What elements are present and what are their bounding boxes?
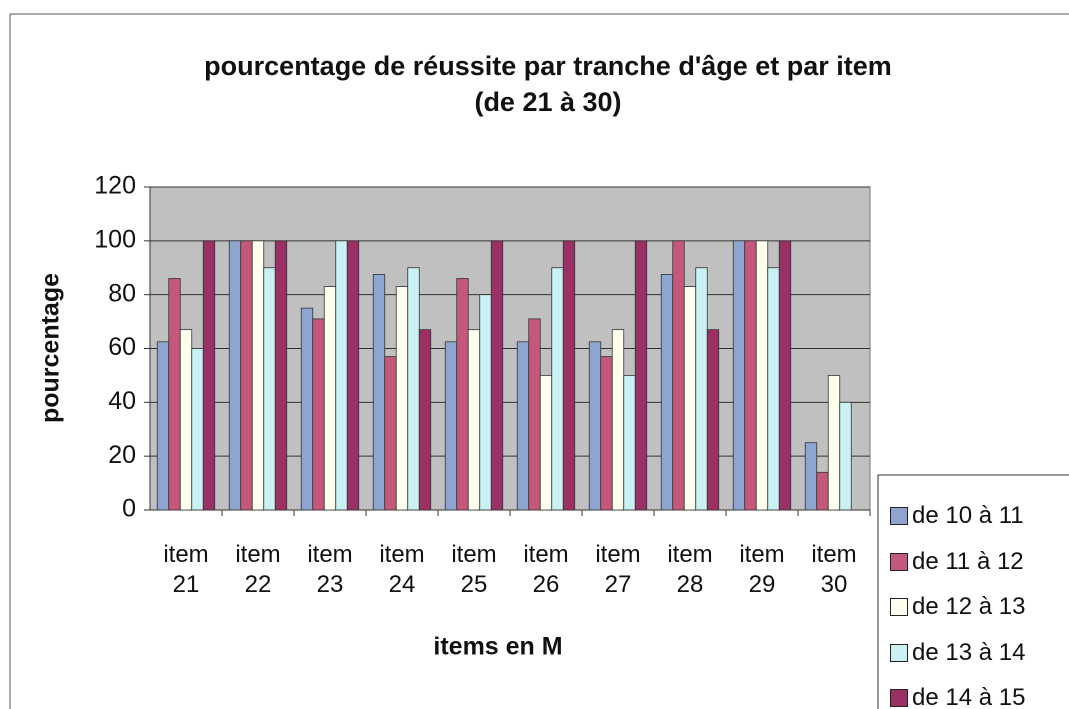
x-tick-label: item 21 <box>163 541 209 598</box>
bar <box>816 471 829 511</box>
legend-label: de 11 à 12 <box>912 547 1024 575</box>
x-tick-label: item 27 <box>595 541 641 598</box>
x-tick-label: item 30 <box>811 541 857 598</box>
bar <box>600 356 613 511</box>
bar <box>528 318 541 511</box>
bar <box>179 329 193 511</box>
bar <box>827 375 841 511</box>
bar <box>407 267 420 511</box>
bar <box>672 240 685 511</box>
bar <box>516 341 530 511</box>
bar <box>274 240 288 511</box>
y-tick-label: 60 <box>108 333 136 361</box>
y-tick-label: 80 <box>108 279 136 307</box>
legend-box <box>877 474 1069 709</box>
bar <box>755 240 769 511</box>
y-axis-label: pourcentage <box>37 273 65 423</box>
bar <box>202 240 216 511</box>
chart-subtitle: (de 21 à 30) <box>474 87 621 117</box>
legend-entry: de 10 à 11 <box>890 502 1024 530</box>
y-tick-label: 0 <box>122 495 136 523</box>
bar <box>539 375 553 511</box>
bar <box>335 240 348 511</box>
x-tick-label: item 22 <box>235 541 281 598</box>
y-tick-label: 120 <box>94 172 136 200</box>
legend-swatch <box>890 598 908 616</box>
bar <box>384 356 397 511</box>
x-tick-label: item 24 <box>379 541 425 598</box>
bar <box>228 240 242 511</box>
bar <box>467 329 481 511</box>
bar <box>660 274 674 511</box>
x-tick-label: item 26 <box>523 541 569 598</box>
bar <box>490 240 504 511</box>
legend-entry: de 14 à 15 <box>890 684 1025 709</box>
legend-label: de 12 à 13 <box>912 593 1026 620</box>
legend-entry: de 12 à 13 <box>890 593 1025 621</box>
bar <box>732 240 746 511</box>
bar <box>562 240 576 511</box>
bar <box>767 267 780 511</box>
bar <box>839 401 852 511</box>
bar <box>551 267 564 511</box>
bar <box>778 240 792 511</box>
bar <box>744 240 757 511</box>
bar <box>323 286 337 511</box>
bar <box>444 341 458 511</box>
bar <box>312 318 325 511</box>
bar <box>634 240 648 511</box>
x-tick-label: item 28 <box>667 541 713 598</box>
y-tick-label: 40 <box>108 387 136 415</box>
legend-swatch <box>890 507 908 525</box>
legend-swatch <box>890 689 908 707</box>
bar <box>804 442 818 511</box>
bar <box>372 274 386 511</box>
legend-entry: de 13 à 14 <box>890 639 1025 667</box>
bar <box>156 341 170 511</box>
legend-label: de 10 à 11 <box>912 502 1024 529</box>
x-tick-label: item 23 <box>307 541 353 598</box>
bar <box>623 375 636 511</box>
bar <box>251 240 265 511</box>
legend-label: de 13 à 14 <box>912 638 1026 666</box>
bar <box>479 294 492 511</box>
y-tick-label: 100 <box>94 225 136 253</box>
bar <box>706 329 720 511</box>
y-tick-label: 20 <box>108 441 136 469</box>
x-tick-label: item 25 <box>451 541 497 598</box>
bar <box>263 267 276 511</box>
bar <box>240 240 253 511</box>
bar <box>588 341 602 511</box>
x-axis-label: items en M <box>433 633 562 661</box>
bar <box>395 286 409 511</box>
bar <box>683 286 697 511</box>
legend-entry: de 11 à 12 <box>890 548 1024 576</box>
legend-swatch <box>890 552 908 571</box>
x-tick-label: item 29 <box>739 541 785 598</box>
bar <box>456 278 469 511</box>
bar <box>300 307 314 511</box>
chart-title: pourcentage de réussite par tranche d'âg… <box>204 51 892 81</box>
bar <box>695 267 708 511</box>
bar <box>418 329 432 511</box>
bar <box>191 348 204 511</box>
legend-swatch <box>890 643 908 662</box>
bar <box>168 278 181 511</box>
bar <box>346 240 360 511</box>
legend-label: de 14 à 15 <box>912 684 1026 709</box>
bar <box>611 329 625 511</box>
